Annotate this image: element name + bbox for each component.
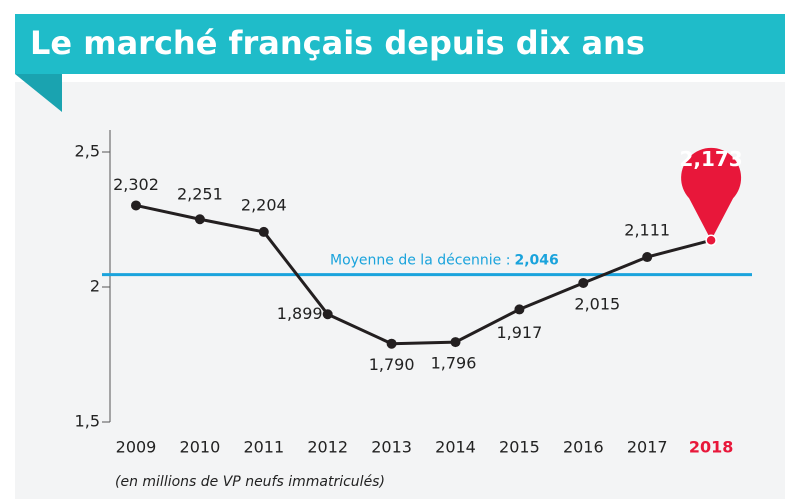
value-label: 2,204 bbox=[241, 195, 287, 214]
average-value: 2,046 bbox=[514, 253, 558, 269]
point bbox=[578, 277, 589, 288]
value-label: 1,790 bbox=[369, 355, 415, 374]
point bbox=[514, 304, 525, 315]
header-band bbox=[15, 14, 785, 74]
value-label: 1,899 bbox=[277, 304, 323, 323]
point bbox=[322, 309, 333, 320]
panel bbox=[15, 82, 785, 499]
x-tick-label: 2013 bbox=[371, 438, 412, 457]
point bbox=[705, 234, 717, 247]
x-tick-label: 2014 bbox=[435, 438, 476, 457]
value-label: 1,917 bbox=[496, 323, 542, 342]
point bbox=[450, 337, 461, 348]
subtitle: (en millions de VP neufs immatriculés) bbox=[115, 474, 385, 490]
value-label: 2,015 bbox=[574, 294, 620, 313]
point bbox=[194, 214, 205, 225]
point bbox=[131, 200, 141, 211]
line bbox=[135, 203, 712, 346]
x-tick-label: 2009 bbox=[116, 438, 157, 457]
value-label: 2,302 bbox=[113, 175, 159, 194]
x-tick-label: 2016 bbox=[563, 438, 604, 457]
x-tick-label: 2015 bbox=[499, 438, 540, 457]
y-tick-label: 2 bbox=[90, 277, 100, 296]
x-tick-label: 2011 bbox=[243, 438, 284, 457]
chart-title: Le marché français depuis dix ans bbox=[30, 24, 645, 62]
y-tick-label: 2,5 bbox=[75, 142, 100, 161]
value-label: 1,796 bbox=[431, 354, 477, 373]
header-fold bbox=[15, 74, 62, 112]
x-tick-label: 2018 bbox=[689, 438, 734, 457]
x-tick-label: 2017 bbox=[627, 438, 668, 457]
point bbox=[258, 226, 269, 237]
x-tick-label: 2010 bbox=[180, 438, 221, 457]
average-label-text: Moyenne de la décennie : bbox=[330, 253, 510, 269]
point bbox=[386, 338, 397, 349]
y-tick-label: 1,5 bbox=[75, 412, 100, 431]
highlight-pin bbox=[681, 147, 742, 241]
x-tick-label: 2012 bbox=[307, 438, 348, 457]
value-label: 2,111 bbox=[624, 221, 670, 240]
value-label: 2,251 bbox=[177, 185, 223, 204]
point bbox=[642, 252, 653, 263]
value-label: 2,173 bbox=[679, 147, 742, 171]
average-label: Moyenne de la décennie :2,046 bbox=[330, 253, 559, 269]
